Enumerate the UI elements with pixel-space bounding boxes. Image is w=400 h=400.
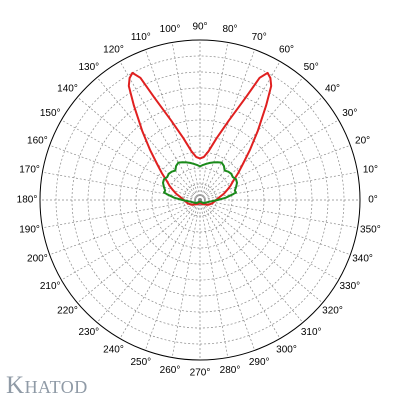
grid-spoke: [144, 49, 201, 201]
grid-spoke: [171, 42, 201, 201]
tick-label: 80°: [222, 24, 237, 35]
tick-label: 350°: [360, 225, 381, 236]
grid-spoke: [199, 119, 339, 201]
tick-label: 290°: [249, 357, 270, 368]
series-layer: [127, 71, 273, 206]
grid-spoke: [96, 77, 201, 201]
brand-logo: KHATOD: [6, 372, 88, 400]
tick-label: 160°: [27, 135, 48, 146]
tick-label: 60°: [279, 45, 294, 56]
grid-spoke: [199, 199, 304, 323]
grid-spokes: [40, 40, 360, 360]
grid-spoke: [199, 199, 339, 281]
brand-rest: HATOD: [24, 377, 88, 397]
grid-spoke: [199, 96, 323, 201]
tick-label: 320°: [322, 306, 343, 317]
grid-spoke: [49, 199, 201, 256]
grid-spoke: [199, 199, 256, 351]
tick-label: 30°: [342, 108, 357, 119]
tick-label: 140°: [57, 83, 78, 94]
grid-spoke: [77, 199, 201, 304]
grid-spoke: [199, 199, 281, 339]
tick-label: 230°: [78, 327, 99, 338]
tick-label: 220°: [57, 306, 78, 317]
tick-label: 170°: [19, 165, 40, 176]
tick-label: 150°: [40, 108, 61, 119]
series-line-2: [162, 161, 238, 205]
tick-label: 340°: [352, 254, 373, 265]
tick-label: 180°: [17, 195, 38, 206]
tick-label: 90°: [192, 22, 207, 33]
tick-label: 210°: [40, 281, 61, 292]
grid-spoke: [199, 49, 256, 201]
tick-label: 280°: [220, 365, 241, 376]
tick-label: 260°: [160, 365, 181, 376]
grid-spoke: [199, 61, 281, 201]
grid-spoke: [61, 119, 201, 201]
tick-label: 110°: [131, 32, 151, 43]
tick-label: 70°: [252, 32, 267, 43]
grid-spoke: [96, 199, 201, 323]
grid-spoke: [199, 199, 323, 304]
tick-label: 100°: [160, 24, 181, 35]
grid-spoke: [119, 199, 201, 339]
tick-label: 250°: [130, 357, 151, 368]
tick-label: 310°: [301, 327, 322, 338]
grid-spoke: [61, 199, 201, 281]
tick-label: 200°: [27, 254, 48, 265]
grid-spoke: [199, 199, 358, 229]
grid-spoke: [42, 171, 201, 201]
tick-label: 20°: [355, 135, 370, 146]
tick-label: 270°: [190, 368, 211, 379]
grid-spoke: [49, 144, 201, 201]
grid-spoke: [119, 61, 201, 201]
angle-tick-labels: 0° 10° 20° 30° 40° 50° 60° 70° 80° 90° 100° 110° 120…: [17, 22, 381, 379]
tick-label: 300°: [276, 344, 297, 355]
tick-label: 40°: [325, 83, 340, 94]
grid-spoke: [199, 144, 351, 201]
grid-spoke: [77, 96, 201, 201]
grid-spoke: [199, 171, 358, 201]
grid-spoke: [199, 199, 229, 358]
tick-label: 50°: [304, 62, 319, 73]
tick-label: 190°: [19, 225, 40, 236]
series-line-1: [127, 71, 273, 206]
grid-spoke: [42, 199, 201, 229]
grid-spoke: [144, 199, 201, 351]
tick-label: 240°: [103, 344, 124, 355]
tick-label: 120°: [103, 45, 124, 56]
tick-label: 10°: [363, 165, 378, 176]
tick-label: 330°: [339, 281, 360, 292]
grid-spoke: [171, 199, 201, 358]
tick-label: 0°: [368, 195, 378, 206]
tick-label: 130°: [78, 62, 99, 73]
grid-spoke: [199, 77, 304, 201]
grid-spoke: [199, 42, 229, 201]
grid-spoke: [199, 199, 351, 256]
brand-initial: K: [6, 372, 25, 399]
